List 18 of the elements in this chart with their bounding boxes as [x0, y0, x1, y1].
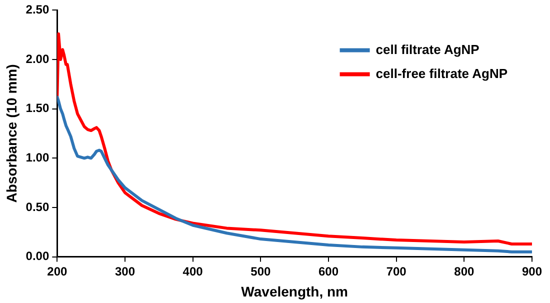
y-tick-label: 2.00	[26, 52, 50, 66]
x-tick-label: 900	[522, 264, 542, 278]
x-tick-label: 200	[47, 264, 68, 278]
legend-label: cell-free filtrate AgNP	[376, 66, 508, 81]
y-tick-label: 0.00	[26, 249, 50, 264]
x-tick-label: 700	[386, 264, 407, 278]
x-tick-label: 800	[454, 264, 474, 278]
x-axis-title: Wavelength, nm	[241, 283, 348, 300]
y-tick-label: 1.50	[26, 101, 50, 116]
y-axis-title: Absorbance (10 mm)	[3, 64, 20, 203]
y-tick-label: 2.50	[26, 2, 50, 17]
x-tick-label: 500	[250, 264, 271, 278]
x-tick-label: 400	[182, 264, 204, 278]
y-tick-label: 1.00	[26, 150, 50, 164]
legend-label: cell filtrate AgNP	[376, 42, 480, 57]
x-tick-label: 300	[114, 264, 136, 278]
y-tick-label: 0.50	[26, 200, 50, 214]
x-tick-label: 600	[318, 264, 339, 278]
